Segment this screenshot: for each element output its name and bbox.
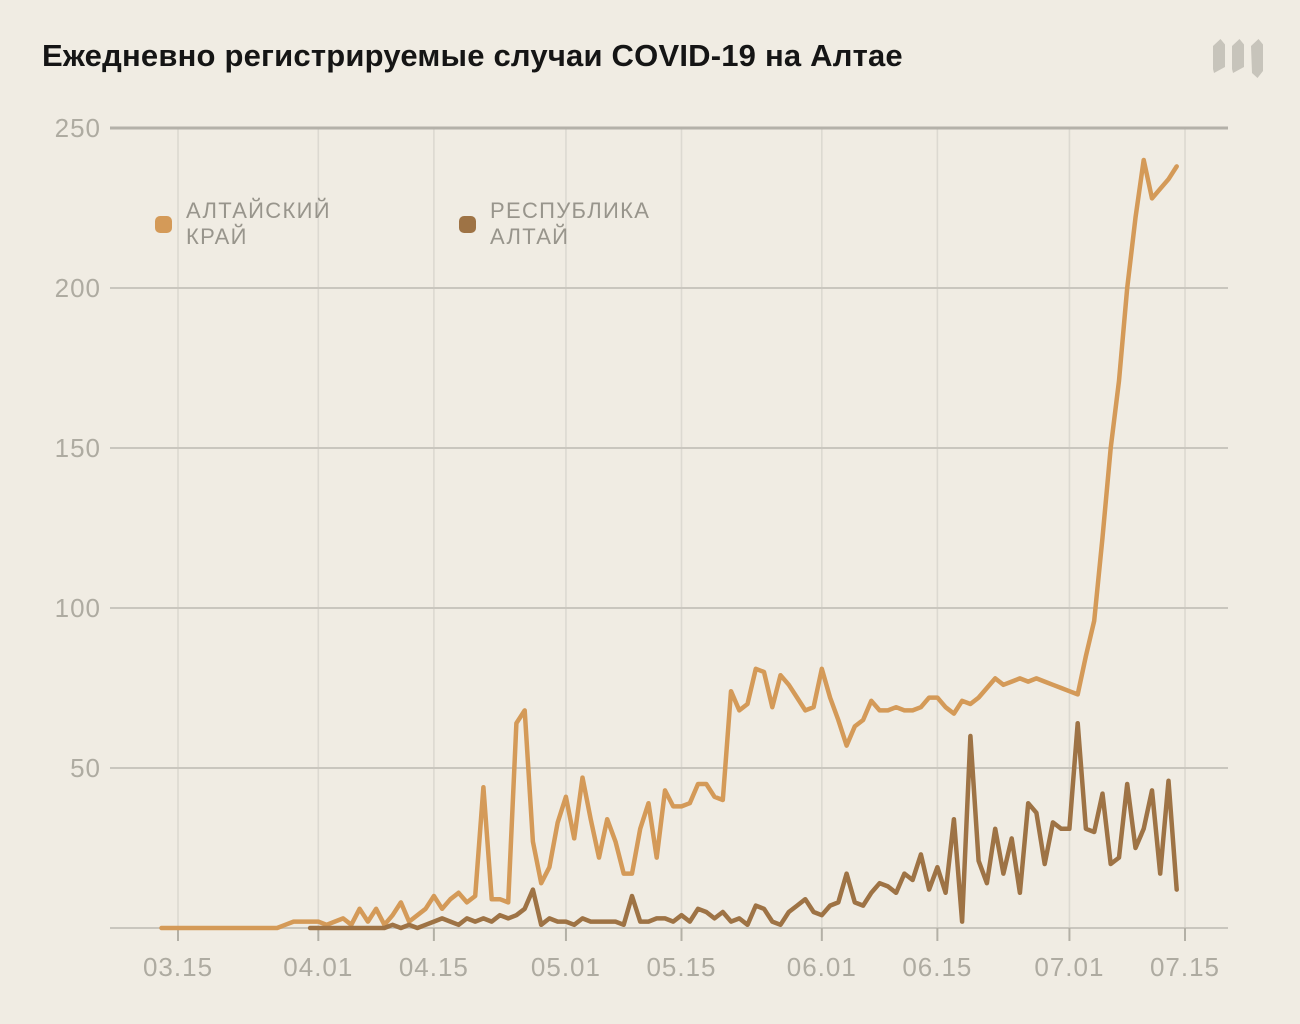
x-tick-label-05.15: 05.15: [646, 952, 716, 982]
legend-item-altayskiy-kray: АЛТАЙСКИЙ КРАЙ: [155, 198, 331, 250]
y-tick-label-250: 250: [55, 113, 101, 143]
legend-swatch-respublika-altay: [459, 215, 476, 233]
y-tick-label-150: 150: [55, 433, 101, 463]
x-tick-label-07.15: 07.15: [1150, 952, 1220, 982]
legend-item-respublika-altay: РЕСПУБЛИКА АЛТАЙ: [459, 198, 650, 250]
meduza-logo: [1212, 38, 1268, 78]
x-tick-label-03.15: 03.15: [143, 952, 213, 982]
x-tick-label-06.15: 06.15: [902, 952, 972, 982]
y-tick-label-50: 50: [70, 753, 101, 783]
series-line-respublika-altay: [307, 720, 1179, 931]
legend-label-altayskiy-kray: АЛТАЙСКИЙ КРАЙ: [186, 198, 331, 249]
x-tick-label-04.15: 04.15: [399, 952, 469, 982]
legend-swatch-altayskiy-kray: [155, 215, 172, 233]
x-tick-label-07.01: 07.01: [1034, 952, 1104, 982]
meduza-m-icon: [1213, 39, 1263, 78]
legend-label-respublika-altay: РЕСПУБЛИКА АЛТАЙ: [490, 198, 651, 249]
x-tick-label-04.01: 04.01: [283, 952, 353, 982]
x-tick-label-06.01: 06.01: [787, 952, 857, 982]
y-tick-label-100: 100: [55, 593, 101, 623]
x-tick-label-05.01: 05.01: [531, 952, 601, 982]
y-tick-label-200: 200: [55, 273, 101, 303]
chart-title: Ежедневно регистрируемые случаи COVID-19…: [42, 38, 903, 73]
series-line-altayskiy-kray: [159, 157, 1179, 931]
